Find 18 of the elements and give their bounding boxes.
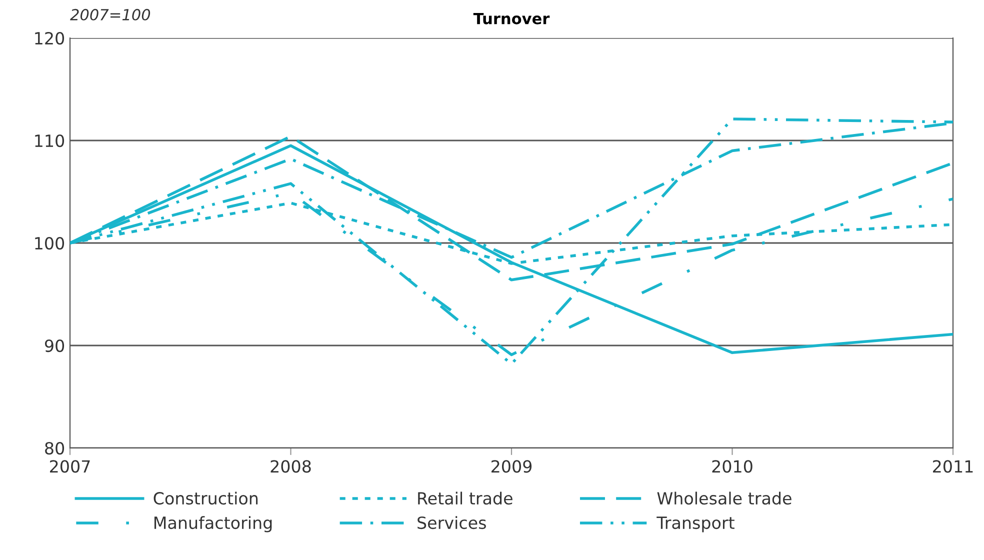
text: 2007=100 [70,8,150,20]
legend-label: Construction [154,492,258,505]
chart-title: Turnover [473,12,550,24]
y-tick-label: 110 [35,134,64,148]
legend-label: Retail trade [418,492,512,505]
x-tick-label: 2007 [50,460,90,473]
legend-label: Services [418,516,486,530]
x-tick-label: 2008 [270,460,311,473]
legend-label: Manufactoring [154,516,272,532]
legend-label: Wholesale trade [657,492,792,505]
legend-label: Transport [656,516,734,532]
x-tick-label: 2010 [712,460,752,473]
y-tick-label: 90 [44,339,64,352]
x-tick-label: 2009 [492,460,532,473]
y-tick-label: 100 [35,236,64,250]
y-tick-label: 120 [35,32,64,45]
y-tick-label: 80 [45,442,64,455]
x-tick-label: 2011 [933,460,973,473]
